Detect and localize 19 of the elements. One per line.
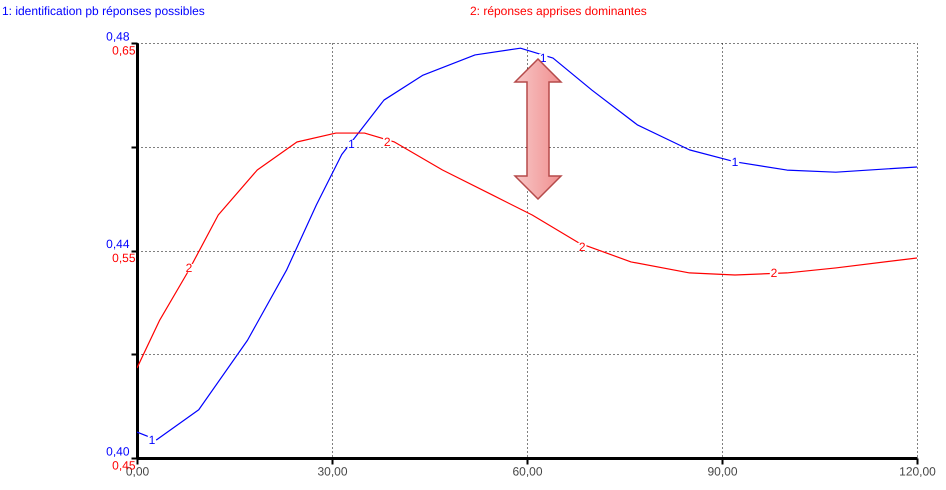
annotation: 1 <box>540 51 547 66</box>
annotation: 1 <box>732 154 739 169</box>
annotation: 1 <box>148 432 156 447</box>
x-tick-label: 60,00 <box>512 464 543 478</box>
text: 1: identification pb réponses possibles <box>2 4 205 18</box>
annotation: 2 <box>186 261 193 276</box>
annotation: 2 <box>384 135 391 150</box>
text: 2: réponses apprises dominantes <box>470 4 647 18</box>
y2-tick-label: 0,65 <box>112 44 136 58</box>
annotation: 1 <box>348 137 356 152</box>
y-tick-label: 0,40 <box>106 444 130 458</box>
y-tick-label: 0,48 <box>106 30 130 44</box>
x-tick-label: 120,00 <box>899 464 936 478</box>
annotation: 2 <box>770 266 778 280</box>
y-tick-label: 0,44 <box>106 237 130 251</box>
y2-tick-label: 0,55 <box>112 251 136 265</box>
annotation: 2 <box>578 240 586 254</box>
x-tick-label: 30,00 <box>317 464 348 478</box>
x-tick-label: 90,00 <box>707 464 738 478</box>
